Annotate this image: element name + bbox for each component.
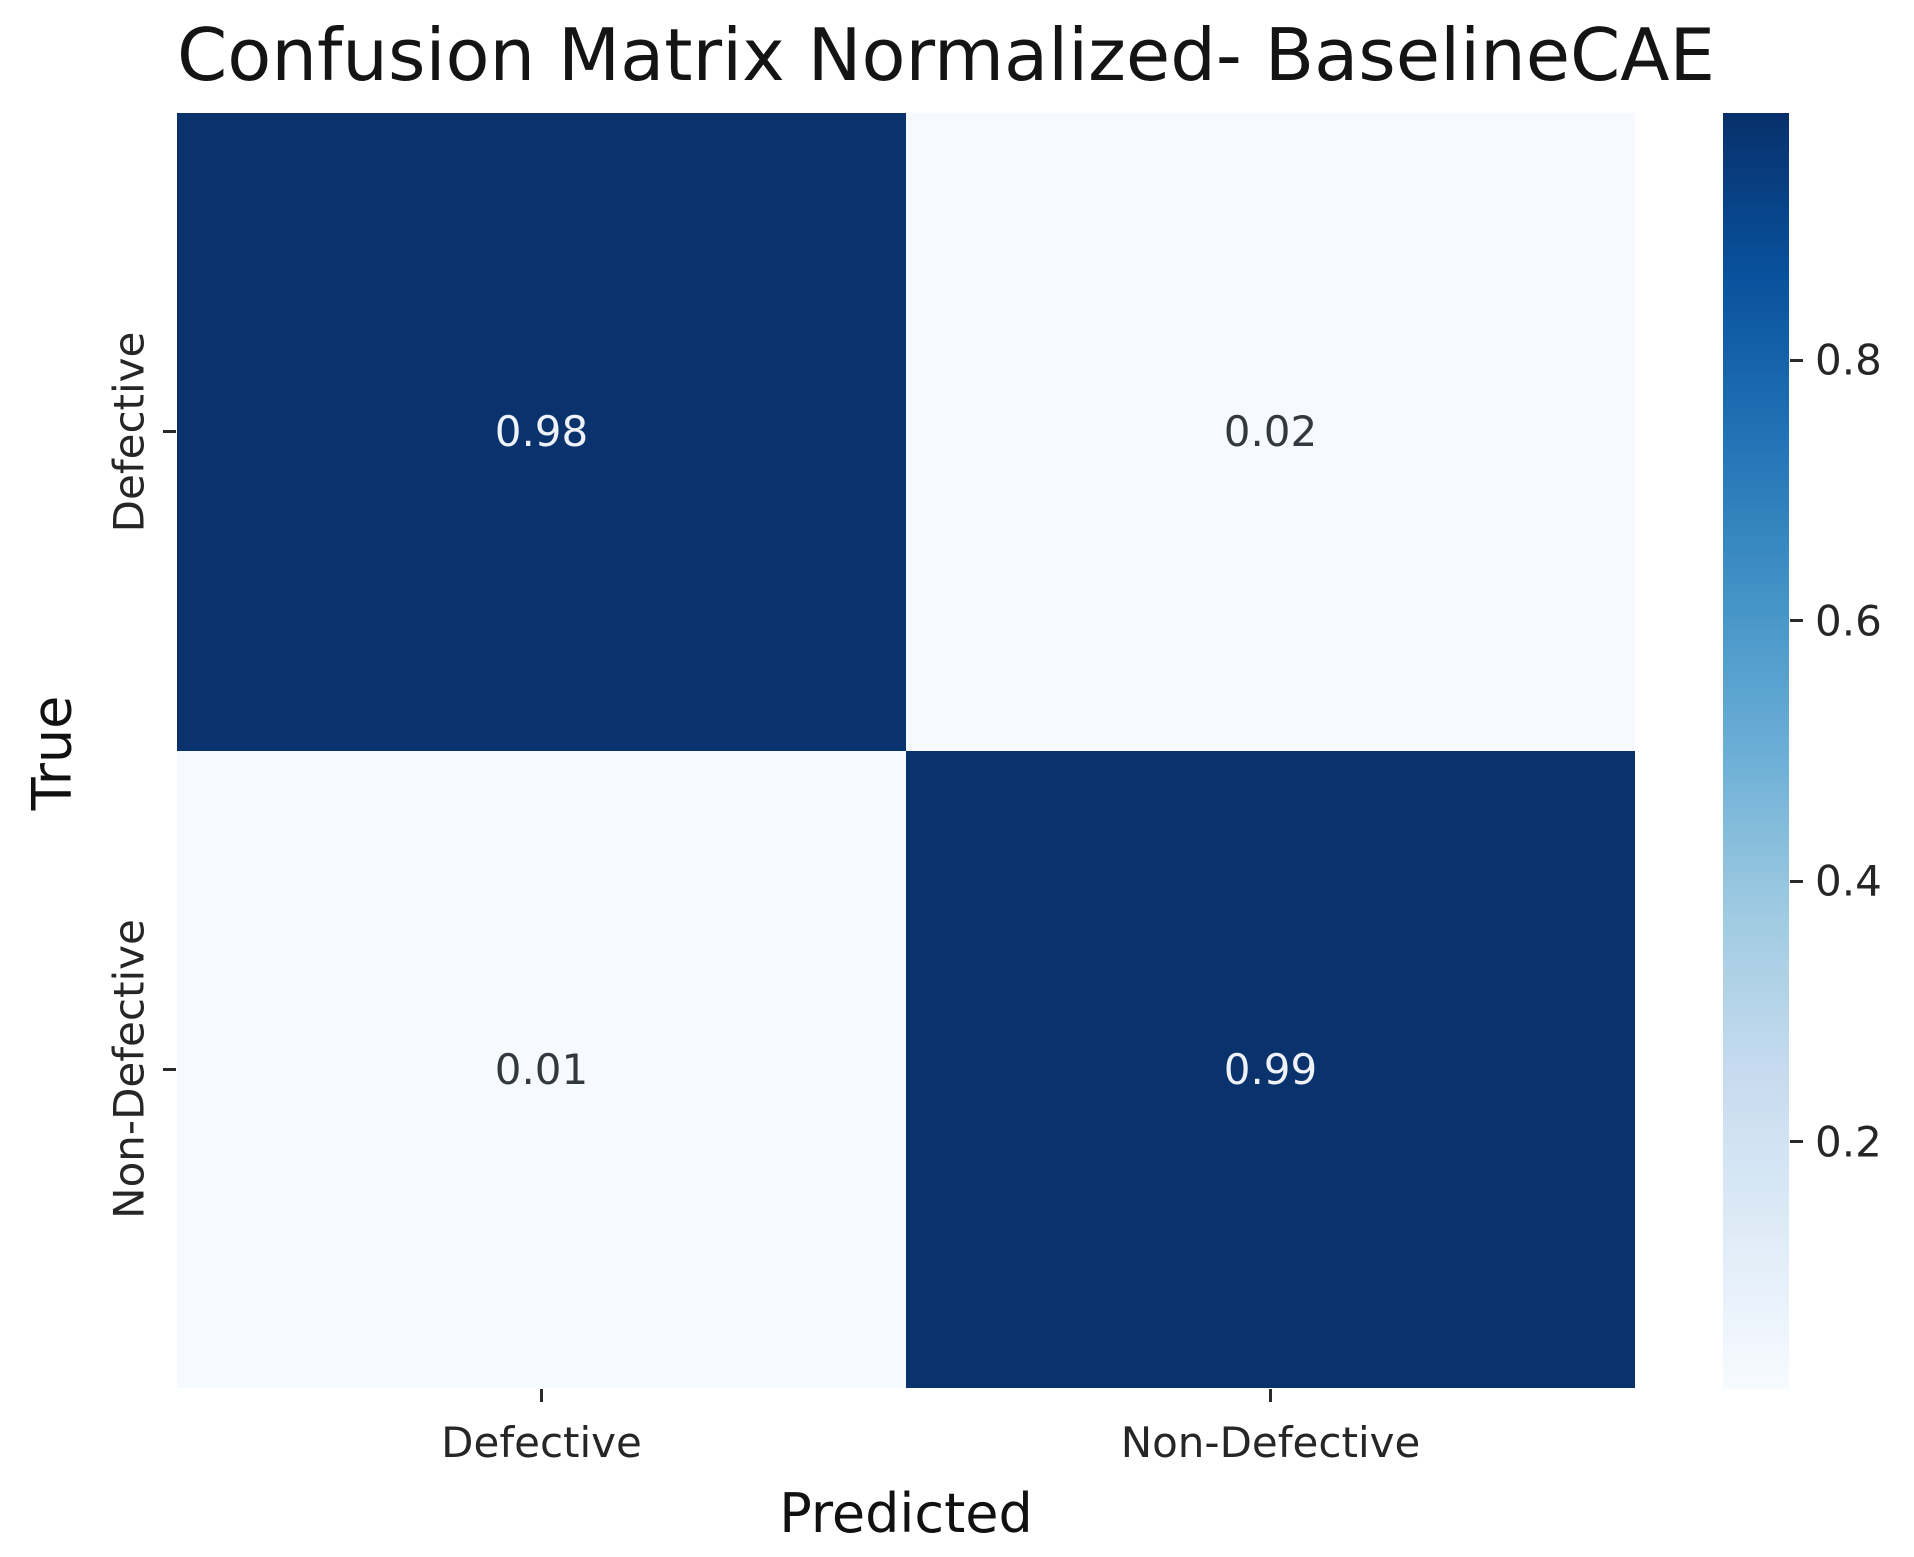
chart-title: Confusion Matrix Normalized- BaselineCAE bbox=[177, 13, 1716, 97]
y-axis-tick bbox=[163, 430, 176, 434]
x-tick-label: Non-Defective bbox=[1120, 1418, 1421, 1467]
heatmap-cell: 0.99 bbox=[906, 750, 1635, 1388]
colorbar-tick-label: 0.2 bbox=[1815, 1117, 1882, 1167]
y-tick-label: Defective bbox=[104, 331, 154, 533]
colorbar-tick bbox=[1790, 358, 1803, 362]
y-tick-label: Non-Defective bbox=[104, 919, 154, 1220]
colorbar-tick-label: 0.6 bbox=[1815, 596, 1882, 646]
x-axis-tick bbox=[1269, 1389, 1272, 1402]
colorbar-tick bbox=[1790, 619, 1803, 623]
heatmap-grid: 0.98 0.02 0.01 0.99 bbox=[177, 113, 1635, 1388]
x-tick-label: Defective bbox=[441, 1418, 642, 1467]
heatmap-cell: 0.98 bbox=[177, 113, 906, 751]
colorbar-tick bbox=[1790, 1140, 1803, 1144]
colorbar-tick-label: 0.4 bbox=[1815, 856, 1882, 906]
colorbar-tick bbox=[1790, 879, 1803, 883]
y-axis-tick bbox=[163, 1067, 176, 1071]
heatmap-cell: 0.02 bbox=[906, 113, 1635, 751]
colorbar-tick-label: 0.8 bbox=[1815, 335, 1882, 385]
x-axis-title: Predicted bbox=[779, 1482, 1033, 1545]
heatmap-cell: 0.01 bbox=[177, 750, 906, 1388]
colorbar bbox=[1723, 113, 1789, 1389]
y-axis-title: True bbox=[20, 695, 84, 811]
x-axis-tick bbox=[540, 1389, 543, 1402]
